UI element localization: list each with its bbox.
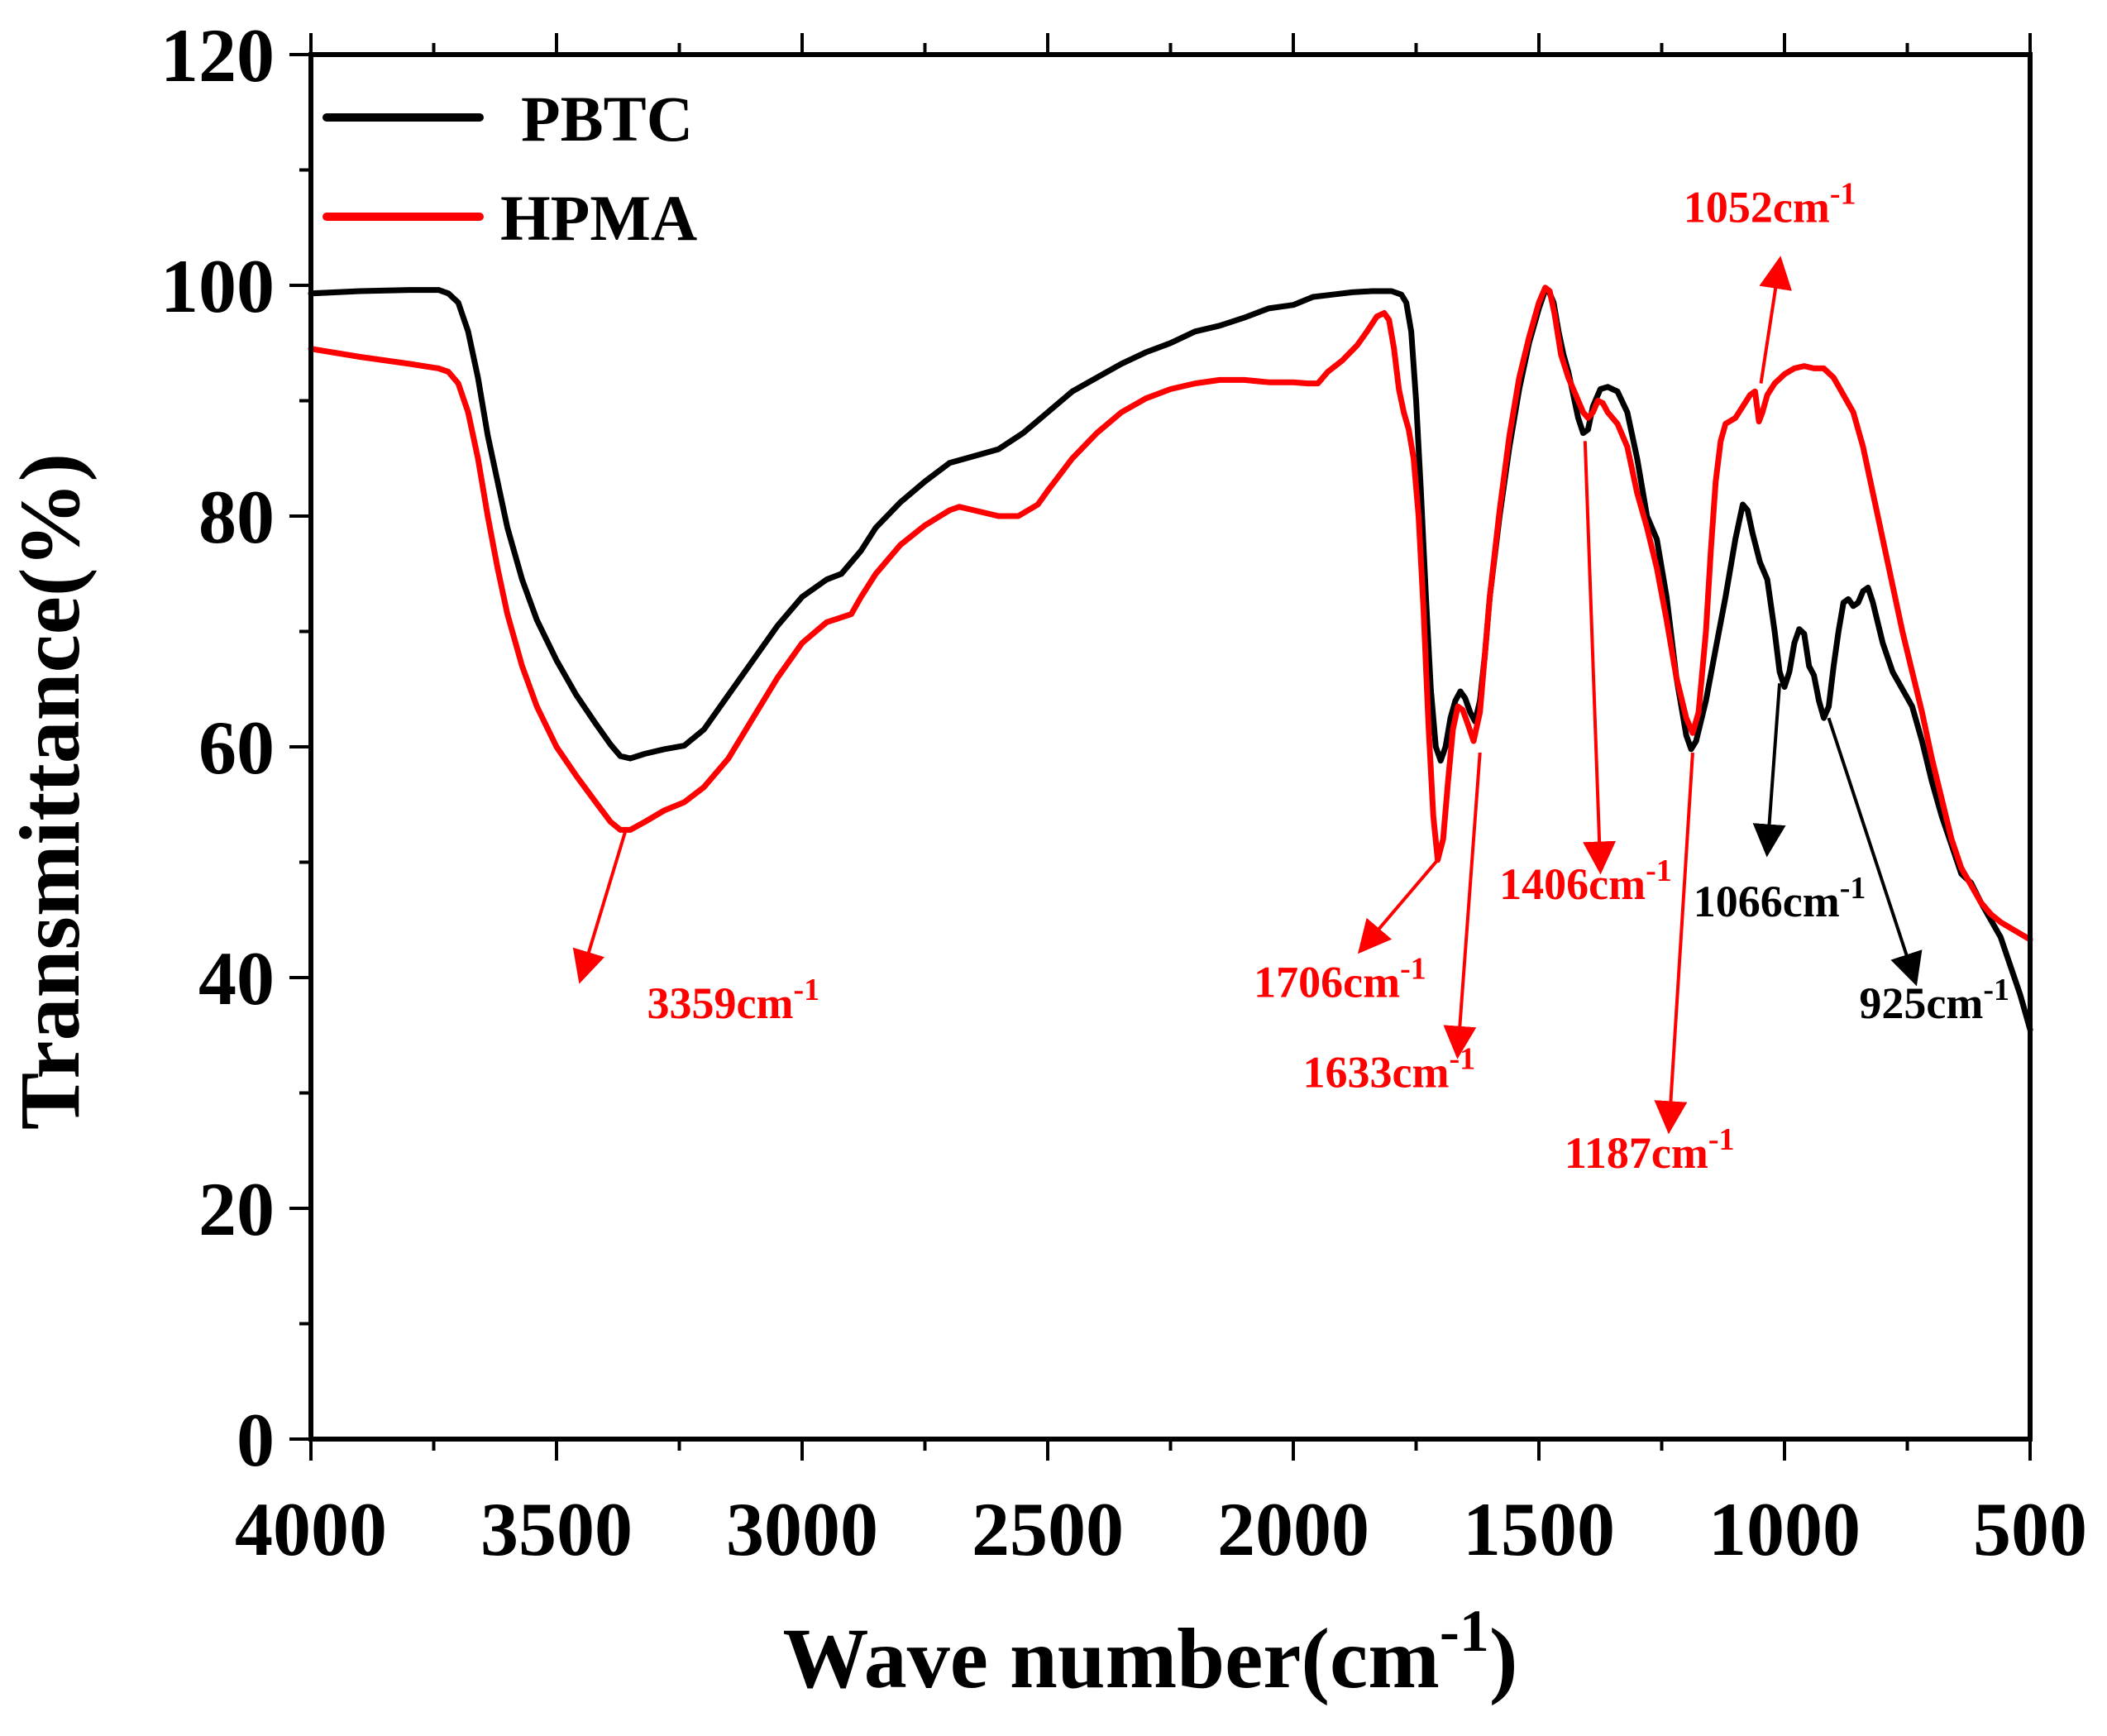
annotation-label: 3359cm-1: [647, 973, 820, 1028]
plot-lines: [308, 285, 2033, 1033]
x-tick-label: 500: [1973, 1487, 2087, 1571]
y-tick-label: 20: [198, 1167, 275, 1251]
y-tick-label: 100: [160, 244, 275, 328]
y-axis-title: Transmittance(%): [2, 453, 98, 1130]
legend-label-hpma: HPMA: [500, 182, 697, 254]
annotation-arrow: [572, 829, 628, 984]
annotation-arrow: [1827, 717, 1923, 987]
plot-frame: [308, 52, 2033, 1442]
y-tick-label: 0: [236, 1398, 275, 1482]
y-tick-label: 80: [198, 475, 275, 559]
axes: 4000 3500 3000 2500 2000 1500 1000 500 0 20 40 60 80…: [160, 13, 2087, 1571]
annotation-label: 1187cm-1: [1565, 1122, 1735, 1178]
annotation-label: 1706cm-1: [1254, 952, 1426, 1007]
series-line-hpma: [308, 285, 2033, 943]
annotation-arrow: [1752, 683, 1786, 858]
annotation-arrow: [1357, 858, 1440, 954]
y-tick-label: 120: [160, 13, 275, 98]
x-tick-label: 1500: [1463, 1487, 1615, 1571]
legend-label-pbtc: PBTC: [521, 83, 693, 155]
annotation-arrow: [1583, 441, 1617, 875]
x-tick-label: 2500: [972, 1487, 1124, 1571]
x-tick-label: 3500: [480, 1487, 633, 1571]
annotation-label: 925cm-1: [1859, 973, 2009, 1028]
annotation-arrow: [1443, 752, 1482, 1059]
x-axis-title-close: ): [1489, 1611, 1518, 1706]
y-tick-label: 60: [198, 705, 275, 790]
legend: PBTC HPMA: [322, 83, 697, 254]
x-tick-label: 3000: [726, 1487, 878, 1571]
y-tick-label: 40: [198, 936, 275, 1021]
annotation-arrow: [1654, 752, 1694, 1135]
annotations: 3359cm-1 1706cm-1 1633cm-1 1406cm-1 1187cm-1…: [572, 176, 2009, 1178]
x-tick-label: 2000: [1217, 1487, 1369, 1571]
annotation-label: 1052cm-1: [1684, 176, 1856, 232]
x-axis-title-sup: -1: [1440, 1598, 1489, 1664]
x-axis-title: Wave number(cm-1): [783, 1598, 1518, 1706]
x-tick-label: 1000: [1708, 1487, 1861, 1571]
x-tick-label: 4000: [235, 1487, 387, 1571]
x-axis-title-main: Wave number(cm: [783, 1611, 1440, 1706]
annotation-arrow: [1759, 256, 1792, 384]
annotation-label: 1406cm-1: [1499, 854, 1672, 909]
annotation-label: 1633cm-1: [1303, 1042, 1476, 1098]
annotation-label: 1066cm-1: [1694, 871, 1866, 926]
